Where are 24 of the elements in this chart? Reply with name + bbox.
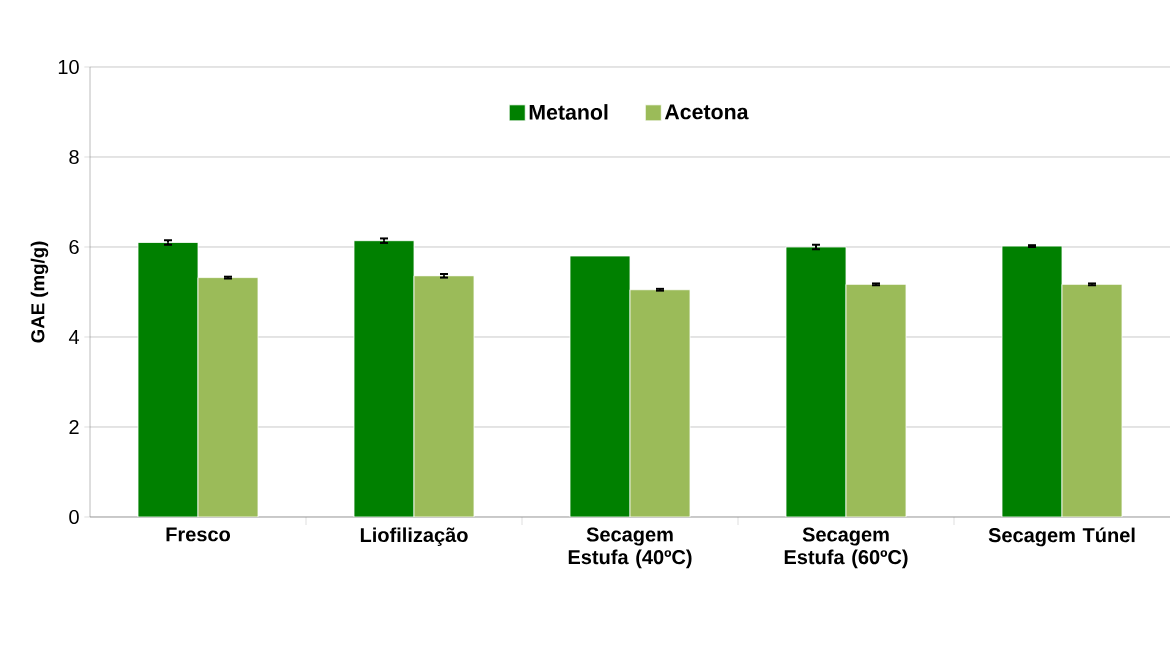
bar [1061,283,1123,517]
x-tick-label: Secagem Estufa (40ºC) [568,527,692,569]
x-tick-label: Secagem Estufa (60ºC) [784,527,908,569]
bar [629,289,691,517]
legend-label: Metanol [529,104,608,120]
bar [413,275,475,517]
bar [569,255,631,517]
bar [845,283,907,517]
y-tick-label: 4 [68,330,80,344]
bar [197,277,259,517]
y-tick-label: 0 [69,509,79,525]
y-tick-label: 8 [69,149,79,165]
y-axis-title: GAE (mg/g) [30,241,49,343]
bar [353,240,415,517]
legend-label: Acetona [664,104,749,120]
x-tick-label: Liofilização [360,527,468,547]
x-tick-label: Fresco [166,527,231,542]
bar [785,246,847,517]
bar [137,242,199,517]
bar [1001,245,1063,517]
y-tick-label: 10 [58,59,79,75]
y-tick-label: 2 [69,420,79,434]
x-tick-label: Secagem Túnel [988,527,1135,547]
y-tick-label: 6 [69,239,79,255]
